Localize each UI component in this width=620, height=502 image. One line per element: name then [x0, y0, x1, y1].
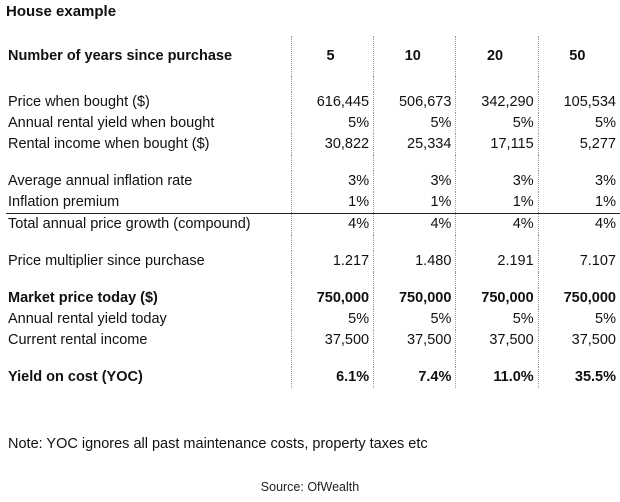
- cell-value: 6.1%: [290, 367, 374, 388]
- row-label: Annual rental yield when bought: [8, 115, 215, 131]
- cell-value: 7.107: [537, 251, 620, 272]
- cell-value: 4%: [373, 213, 456, 235]
- cell-value: 616,445: [290, 92, 374, 113]
- cell-value: 5%: [537, 309, 620, 330]
- cell-value: 1%: [537, 192, 620, 214]
- cell-value: 3%: [537, 171, 620, 192]
- spacer-row: [6, 235, 620, 251]
- cell-value: 5%: [537, 113, 620, 134]
- cell-value: 105,534: [537, 92, 620, 113]
- cell-value: 1.480: [373, 251, 456, 272]
- cell-value: 30,822: [290, 134, 374, 155]
- house-example-table: Number of years since purchase 5 10 20 5…: [6, 36, 620, 388]
- cell-value: 1%: [455, 192, 539, 214]
- cell-value: 37,500: [455, 330, 539, 351]
- cell-value: 5,277: [537, 134, 620, 155]
- row-label: Price multiplier since purchase: [8, 253, 205, 269]
- cell-value: 37,500: [290, 330, 374, 351]
- cell-value: 750,000: [455, 288, 539, 309]
- cell-value: 1.217: [290, 251, 374, 272]
- cell-value: 17,115: [455, 134, 539, 155]
- cell-value: 35.5%: [537, 367, 620, 388]
- row-label: Market price today ($): [8, 290, 158, 306]
- cell-value: 11.0%: [455, 367, 539, 388]
- spacer-row: [6, 76, 620, 92]
- cell-value: 750,000: [537, 288, 620, 309]
- row-label: Inflation premium: [8, 194, 120, 210]
- table-title: House example: [6, 3, 117, 20]
- row-label: Current rental income: [8, 332, 148, 348]
- table-row: Total annual price growth (compound) 4% …: [6, 213, 620, 235]
- cell-value: 750,000: [290, 288, 374, 309]
- table-row: Current rental income 37,500 37,500 37,5…: [6, 330, 620, 351]
- cell-value: 5%: [455, 113, 539, 134]
- table-row: Annual rental yield today 5% 5% 5% 5%: [6, 309, 620, 330]
- cell-value: 3%: [290, 171, 374, 192]
- row-label: Price when bought ($): [8, 94, 150, 110]
- table-row: Yield on cost (YOC) 6.1% 7.4% 11.0% 35.5…: [6, 367, 620, 388]
- row-label: Annual rental yield today: [8, 311, 167, 327]
- cell-value: 342,290: [455, 92, 539, 113]
- cell-value: 2.191: [455, 251, 539, 272]
- table-row: Average annual inflation rate 3% 3% 3% 3…: [6, 171, 620, 192]
- row-label: Average annual inflation rate: [8, 173, 193, 189]
- cell-value: 1%: [373, 192, 456, 214]
- cell-value: 5%: [455, 309, 539, 330]
- cell-value: 750,000: [373, 288, 456, 309]
- row-label: Yield on cost (YOC): [8, 369, 143, 385]
- cell-value: 4%: [290, 213, 374, 235]
- year-header: 20: [455, 36, 539, 76]
- cell-value: 5%: [373, 309, 456, 330]
- cell-value: 1%: [290, 192, 374, 214]
- year-header: 50: [537, 36, 620, 76]
- cell-value: 37,500: [537, 330, 620, 351]
- table-row: Price multiplier since purchase 1.217 1.…: [6, 251, 620, 272]
- footnote: Note: YOC ignores all past maintenance c…: [8, 436, 428, 452]
- header-row: Number of years since purchase 5 10 20 5…: [6, 36, 620, 76]
- header-label: Number of years since purchase: [8, 48, 233, 64]
- cell-value: 37,500: [373, 330, 456, 351]
- row-label: Total annual price growth (compound): [6, 213, 292, 235]
- cell-value: 3%: [455, 171, 539, 192]
- row-label: Rental income when bought ($): [8, 136, 210, 152]
- table-row: Rental income when bought ($) 30,822 25,…: [6, 134, 620, 155]
- cell-value: 5%: [290, 113, 374, 134]
- table-row: Market price today ($) 750,000 750,000 7…: [6, 288, 620, 309]
- cell-value: 4%: [455, 213, 539, 235]
- spacer-row: [6, 155, 620, 171]
- cell-value: 5%: [290, 309, 374, 330]
- cell-value: 7.4%: [373, 367, 456, 388]
- table-row: Annual rental yield when bought 5% 5% 5%…: [6, 113, 620, 134]
- spacer-row: [6, 272, 620, 288]
- table-row: Inflation premium 1% 1% 1% 1%: [6, 192, 620, 214]
- year-header: 5: [290, 36, 374, 76]
- cell-value: 506,673: [373, 92, 456, 113]
- year-header: 10: [373, 36, 456, 76]
- cell-value: 3%: [373, 171, 456, 192]
- table-row: Price when bought ($) 616,445 506,673 34…: [6, 92, 620, 113]
- cell-value: 25,334: [373, 134, 456, 155]
- cell-value: 4%: [537, 213, 620, 235]
- spacer-row: [6, 351, 620, 367]
- cell-value: 5%: [373, 113, 456, 134]
- source-caption: Source: OfWealth: [260, 480, 360, 494]
